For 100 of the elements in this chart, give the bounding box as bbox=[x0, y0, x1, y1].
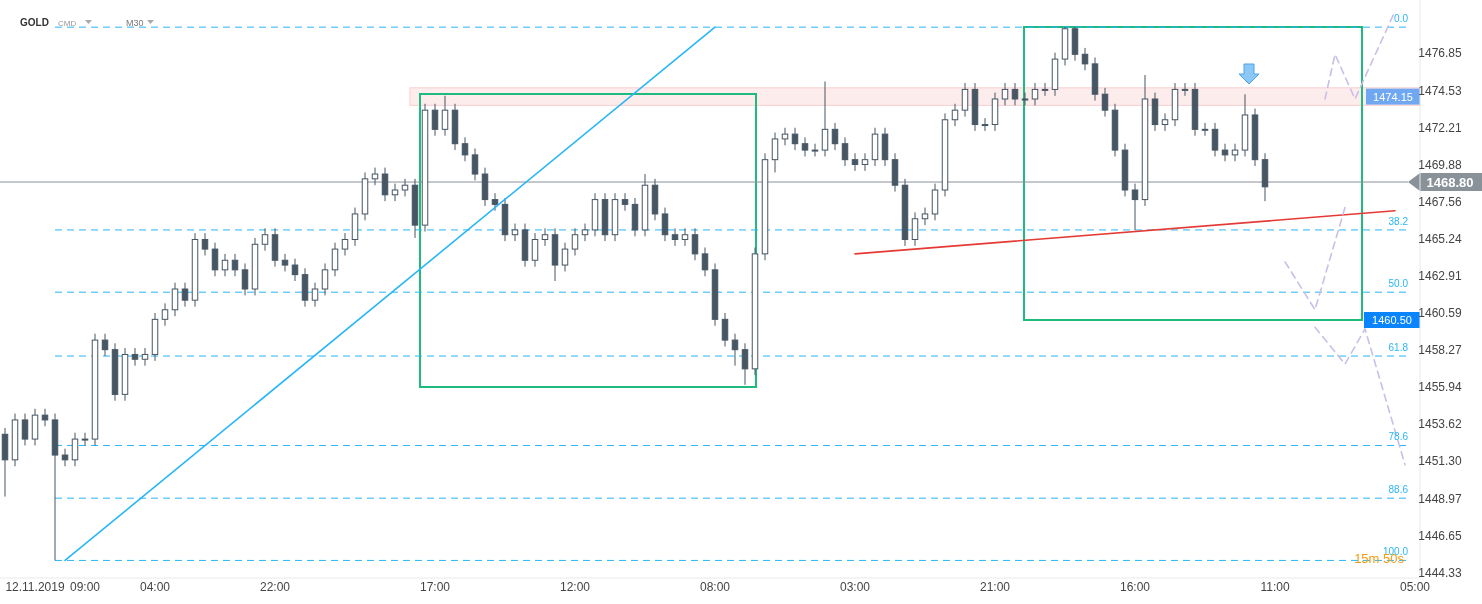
candlestick bbox=[1021, 92, 1029, 106]
x-tick-label: 11:00 bbox=[1260, 580, 1290, 594]
y-tick-label: 1444.33 bbox=[1418, 565, 1463, 580]
y-tick-label: 1469.88 bbox=[1418, 157, 1463, 172]
y-tick-label: 1458.27 bbox=[1418, 343, 1463, 358]
candlestick bbox=[71, 432, 79, 467]
annotation: 50.0 bbox=[1388, 278, 1409, 290]
candlestick bbox=[701, 246, 709, 277]
x-tick-label: 21:00 bbox=[979, 580, 1011, 594]
candlestick bbox=[931, 183, 939, 221]
candlestick bbox=[1081, 47, 1089, 71]
annotation: 88.6 bbox=[1388, 484, 1409, 496]
candlestick bbox=[141, 347, 149, 367]
candlestick bbox=[181, 282, 189, 308]
candlestick bbox=[741, 342, 749, 386]
y-tick-label: 1462.91 bbox=[1418, 269, 1463, 284]
candlestick bbox=[721, 312, 729, 347]
candlestick bbox=[1201, 122, 1209, 137]
candlestick bbox=[1101, 87, 1109, 118]
line-series bbox=[1314, 326, 1406, 466]
candlestick bbox=[731, 333, 739, 367]
candlestick bbox=[311, 282, 319, 308]
candlestick bbox=[81, 432, 89, 446]
candlestick bbox=[401, 178, 409, 197]
candlestick bbox=[771, 132, 779, 173]
y-tick-label: 1460.59 bbox=[1418, 306, 1463, 321]
candlestick bbox=[371, 167, 379, 186]
candlestick bbox=[831, 122, 839, 151]
candlestick bbox=[201, 232, 209, 256]
x-tick-label: 03:00 bbox=[839, 580, 871, 594]
candlestick bbox=[781, 127, 789, 146]
candlestick bbox=[21, 413, 29, 446]
candlestick bbox=[211, 242, 219, 277]
candlestick bbox=[821, 80, 829, 157]
x-tick-label: 12:00 bbox=[559, 580, 591, 594]
annotation: 78.6 bbox=[1388, 431, 1409, 443]
candlestick bbox=[261, 227, 269, 252]
candlestick bbox=[61, 448, 69, 467]
candlestick bbox=[1001, 82, 1009, 106]
candlestick bbox=[981, 117, 989, 132]
candlestick bbox=[671, 227, 679, 247]
y-tick-label: 1472.21 bbox=[1418, 120, 1463, 135]
candlestick bbox=[341, 232, 349, 256]
candlestick bbox=[541, 227, 549, 247]
candlestick bbox=[911, 211, 919, 247]
candlestick bbox=[801, 136, 809, 157]
candlestick bbox=[241, 262, 249, 296]
candlestick bbox=[1181, 82, 1189, 97]
candlestick bbox=[1131, 183, 1139, 231]
candlestick bbox=[431, 103, 439, 137]
candlestick bbox=[1031, 82, 1039, 106]
x-tick-label: 09:00 bbox=[69, 580, 101, 594]
candlestick bbox=[961, 82, 969, 118]
annotation: 1460.50 bbox=[1372, 314, 1412, 326]
band-label: 1474.15 bbox=[1373, 90, 1413, 103]
x-tick-label: 05:00 bbox=[1399, 580, 1431, 594]
y-tick-label: 1474.53 bbox=[1418, 83, 1463, 98]
y-tick-label: 1446.65 bbox=[1418, 528, 1463, 543]
candlestick bbox=[391, 183, 399, 202]
candlestick bbox=[791, 127, 799, 151]
candlestick bbox=[471, 147, 479, 181]
candlestick bbox=[681, 227, 689, 247]
candlestick bbox=[331, 242, 339, 277]
x-tick-label: 16:00 bbox=[1119, 580, 1151, 594]
y-tick-label: 1455.94 bbox=[1418, 380, 1463, 395]
candlestick bbox=[861, 152, 869, 172]
y-tick-label: 1453.62 bbox=[1418, 417, 1463, 432]
candlestick bbox=[511, 223, 519, 242]
y-tick-label: 1451.30 bbox=[1418, 454, 1463, 469]
annotation: M30 bbox=[126, 18, 144, 28]
candlestick bbox=[921, 207, 929, 226]
candlestick bbox=[131, 347, 139, 367]
candlestick bbox=[621, 192, 629, 212]
candlestick bbox=[661, 207, 669, 242]
annotation: 38.2 bbox=[1388, 215, 1409, 227]
x-tick-label: 08:00 bbox=[699, 580, 731, 594]
candlestick bbox=[1221, 143, 1229, 162]
candlestick bbox=[381, 167, 389, 202]
annotation: CMD bbox=[58, 19, 77, 28]
candlestick bbox=[1231, 143, 1239, 162]
candlestick bbox=[1211, 122, 1219, 157]
text: GOLD bbox=[20, 17, 49, 28]
ref-line-label: 1468.80 bbox=[1426, 175, 1474, 191]
candlestick bbox=[1011, 82, 1019, 106]
y-tick-label: 1465.24 bbox=[1418, 231, 1463, 246]
candlestick bbox=[491, 192, 499, 212]
candlestick bbox=[691, 227, 699, 261]
x-tick-label: 22:00 bbox=[259, 580, 291, 594]
candlestick bbox=[841, 136, 849, 167]
x-tick-label: 17:00 bbox=[419, 580, 451, 594]
y-tick-label: 1476.85 bbox=[1418, 46, 1463, 61]
candlestick bbox=[461, 136, 469, 162]
candlestick bbox=[561, 242, 569, 272]
x-tick-label: 12.11.2019 bbox=[5, 580, 65, 594]
y-tick-label: 1448.97 bbox=[1418, 491, 1463, 506]
annotation: 0.0 bbox=[1394, 13, 1409, 25]
candlestick bbox=[281, 253, 289, 272]
candlestick bbox=[441, 95, 449, 137]
candlestick bbox=[531, 232, 539, 268]
annotation: 61.8 bbox=[1388, 342, 1409, 354]
